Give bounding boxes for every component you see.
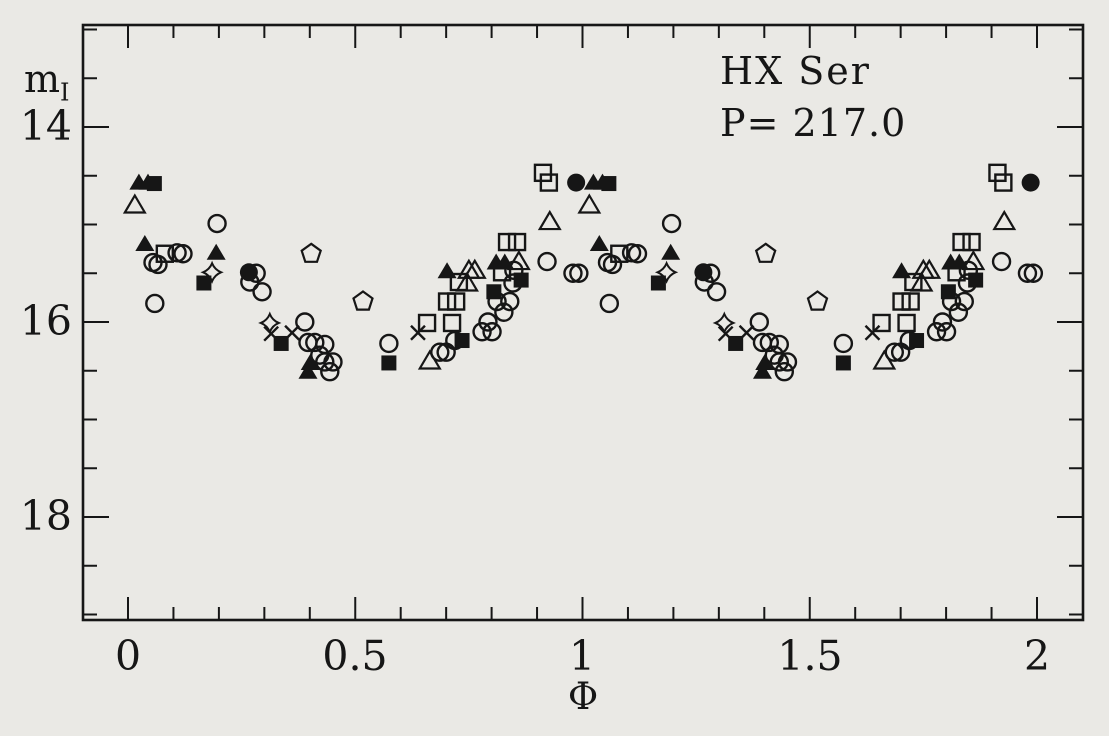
- x-tick-label-0p5: 0.5: [322, 632, 388, 680]
- y-axis-label-subscript: I: [60, 78, 70, 107]
- series-open-pentagon: [300, 242, 829, 311]
- x-tick-label-2: 2: [1023, 632, 1051, 680]
- y-tick-label-16: 16: [19, 297, 72, 345]
- y-tick-label-14: 14: [19, 102, 72, 150]
- series-open-square: [155, 163, 1013, 333]
- series-open-circle: [143, 213, 1044, 382]
- x-axis-label-phase: Φ: [567, 675, 599, 718]
- series-cross: [263, 324, 881, 342]
- x-tick-label-1p5: 1.5: [777, 632, 843, 680]
- star-name-title: HX Ser: [720, 49, 871, 93]
- series-open-triangle: [122, 193, 1017, 370]
- period-label: P= 217.0: [720, 101, 907, 145]
- y-tick-label-18: 18: [19, 492, 72, 540]
- x-tick-label-0: 0: [114, 632, 142, 680]
- series-four-point-star: [200, 260, 736, 335]
- y-axis-label: mI: [24, 57, 70, 105]
- x-tick-label-1: 1: [568, 632, 596, 680]
- series-filled-triangle: [129, 173, 969, 379]
- y-axis-label-main: m: [24, 57, 61, 101]
- axis-ticks: [83, 25, 1083, 620]
- series-filled-circle: [239, 173, 1040, 282]
